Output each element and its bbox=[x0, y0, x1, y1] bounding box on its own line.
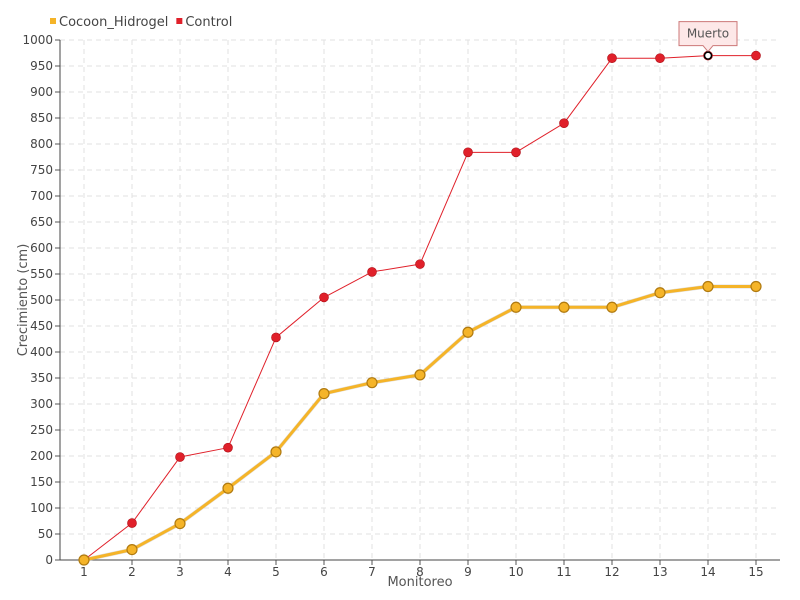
y-tick-label: 0 bbox=[45, 553, 53, 567]
data-point bbox=[367, 267, 377, 277]
tooltip-box bbox=[678, 21, 738, 53]
data-point bbox=[751, 50, 761, 61]
legend: Cocoon_Hidrogel Control bbox=[50, 15, 232, 30]
x-tick-label: 12 bbox=[604, 565, 619, 579]
y-tick-label: 50 bbox=[38, 527, 53, 541]
x-tick-label: 5 bbox=[272, 565, 280, 579]
y-tick-label: 650 bbox=[30, 215, 53, 229]
x-tick-label: 11 bbox=[556, 565, 571, 579]
data-point bbox=[655, 53, 665, 64]
y-tick-label: 700 bbox=[30, 189, 53, 203]
x-tick-label: 8 bbox=[416, 565, 424, 579]
x-tick-label: 1 bbox=[80, 565, 88, 579]
data-point bbox=[271, 332, 281, 343]
data-point bbox=[319, 292, 329, 303]
x-tick-label: 15 bbox=[748, 565, 763, 579]
data-point bbox=[414, 369, 426, 381]
y-tick-label: 950 bbox=[30, 59, 53, 73]
data-point bbox=[654, 287, 666, 299]
series-control bbox=[79, 50, 761, 565]
y-tick-label: 800 bbox=[30, 137, 53, 151]
data-point bbox=[127, 518, 137, 528]
tooltip-text: Muerto bbox=[687, 27, 729, 41]
data-point bbox=[270, 446, 282, 458]
annotations: Muerto bbox=[678, 21, 738, 60]
y-tick-label: 600 bbox=[30, 241, 53, 255]
axes: 0 50 100 150 200 250 300 350 400 450 500 550 600 650 7… bbox=[16, 33, 780, 590]
y-tick-label: 400 bbox=[30, 345, 53, 359]
y-tick-label: 500 bbox=[30, 293, 53, 307]
data-point bbox=[126, 543, 138, 556]
y-tick-label: 750 bbox=[30, 163, 53, 177]
x-tick-label: 14 bbox=[700, 565, 715, 579]
data-point bbox=[510, 301, 522, 313]
y-tick-label: 350 bbox=[30, 371, 53, 385]
data-point bbox=[78, 554, 90, 566]
data-point bbox=[318, 388, 330, 400]
y-tick-label: 900 bbox=[30, 85, 53, 99]
data-point bbox=[702, 280, 714, 293]
y-tick-label: 1000 bbox=[22, 33, 53, 47]
y-tick-label: 550 bbox=[30, 267, 53, 281]
y-tick-label: 250 bbox=[30, 423, 53, 437]
x-axis-title: Monitoreo bbox=[387, 575, 452, 590]
data-point bbox=[511, 147, 521, 158]
data-point bbox=[175, 452, 185, 462]
grid-lines bbox=[60, 39, 780, 560]
data-point bbox=[223, 442, 233, 453]
data-point bbox=[174, 517, 186, 530]
legend-marker bbox=[176, 18, 183, 24]
legend-marker bbox=[50, 18, 56, 24]
y-axis-title: Crecimiento (cm) bbox=[16, 244, 31, 357]
data-point bbox=[607, 53, 617, 64]
y-tick-label: 150 bbox=[30, 475, 53, 489]
data-point bbox=[366, 377, 378, 389]
data-point bbox=[606, 301, 618, 313]
data-point bbox=[463, 147, 473, 158]
x-tick-label: 13 bbox=[652, 565, 667, 579]
data-point bbox=[222, 482, 234, 494]
data-point bbox=[558, 301, 570, 313]
x-tick-label: 9 bbox=[464, 565, 472, 579]
x-tick-label: 4 bbox=[224, 565, 232, 579]
series-cocoon-hidrogel bbox=[78, 280, 762, 566]
y-tick-label: 300 bbox=[30, 397, 53, 411]
data-point bbox=[462, 326, 474, 338]
x-tick-label: 3 bbox=[176, 565, 184, 579]
x-tick-label: 7 bbox=[368, 565, 376, 579]
annotation-tooltip: Muerto bbox=[678, 21, 738, 60]
x-tick-label: 6 bbox=[320, 565, 328, 579]
legend-label: Control bbox=[185, 15, 232, 30]
y-tick-label: 100 bbox=[30, 501, 53, 515]
y-tick-label: 850 bbox=[30, 111, 53, 125]
legend-label: Cocoon_Hidrogel bbox=[59, 15, 168, 30]
y-tick-label: 450 bbox=[30, 319, 53, 333]
highlighted-point bbox=[703, 51, 713, 60]
y-tick-label: 200 bbox=[30, 449, 53, 463]
data-point bbox=[559, 118, 569, 128]
x-tick-label: 10 bbox=[508, 565, 523, 579]
data-point bbox=[750, 280, 762, 293]
data-point bbox=[415, 259, 425, 269]
data-series bbox=[78, 50, 762, 566]
x-tick-label: 2 bbox=[128, 565, 136, 579]
